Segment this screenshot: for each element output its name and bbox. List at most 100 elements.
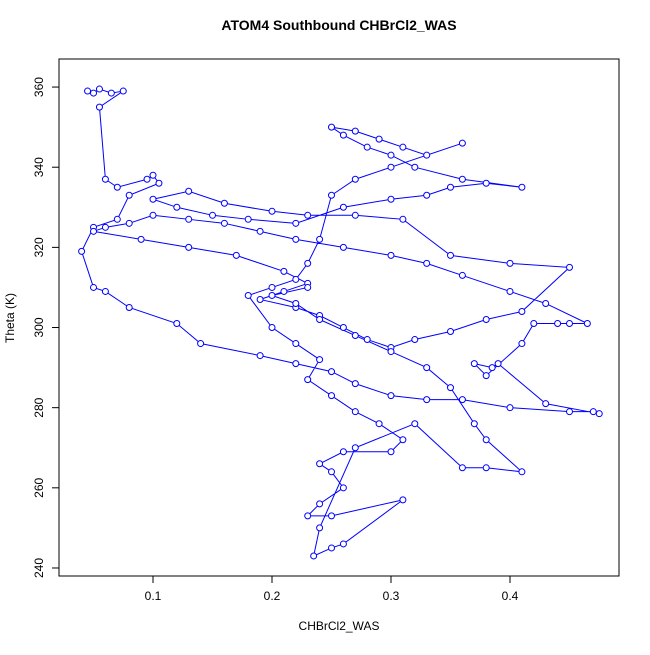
data-point [107,89,115,97]
data-point [351,380,359,388]
data-point [173,203,181,211]
data-point [387,151,395,159]
x-axis-label: CHBrCl2_WAS [299,619,380,633]
data-point [328,468,336,476]
data-point [328,392,336,400]
data-point [310,552,318,560]
data-point [280,267,288,275]
data-point [482,372,490,380]
data-point [149,171,157,179]
data-point [328,123,336,131]
y-tick-label: 360 [32,77,46,97]
data-point [292,360,300,368]
data-point [328,368,336,376]
data-point [363,336,371,344]
data-point [101,175,109,183]
data-point [351,408,359,416]
data-point [268,283,276,291]
data-point [387,163,395,171]
data-point [565,320,573,328]
data-point [387,195,395,203]
data-point [351,127,359,135]
data-point [316,460,324,468]
data-point [339,243,347,251]
data-point [470,360,478,368]
data-point [542,299,550,307]
x-tick-label: 0.3 [383,589,400,603]
data-point [316,500,324,508]
data-point [268,291,276,299]
data-point [482,179,490,187]
data-point [458,139,466,147]
data-point [125,303,133,311]
data-point [220,219,228,227]
data-point [506,259,514,267]
data-point [411,336,419,344]
data-point [423,151,431,159]
data-point [304,211,312,219]
data-point [565,263,573,271]
y-tick-label: 300 [32,317,46,337]
data-point [351,332,359,340]
data-point [458,271,466,279]
data-point [339,484,347,492]
data-point [328,512,336,520]
data-point [256,352,264,360]
data-point [339,448,347,456]
data-point [411,420,419,428]
data-point [423,364,431,372]
data-point [292,299,300,307]
data-point [518,183,526,191]
data-point [197,340,205,348]
data-point [488,364,496,372]
data-point [185,243,193,251]
data-point [447,251,455,259]
data-point [482,436,490,444]
data-point [149,195,157,203]
y-tick-label: 340 [32,157,46,177]
data-point [399,496,407,504]
data-point [173,320,181,328]
data-point [387,251,395,259]
data-point [447,328,455,336]
data-point [447,384,455,392]
data-point [292,219,300,227]
data-point [363,143,371,151]
data-point [185,187,193,195]
data-point [351,211,359,219]
data-point [90,227,98,235]
data-point [316,235,324,243]
data-point [280,287,288,295]
data-point [339,131,347,139]
data-point [155,179,163,187]
data-point [375,135,383,143]
data-point [328,544,336,552]
data-point [458,464,466,472]
data-point [375,420,383,428]
data-point [125,191,133,199]
data-point [95,85,103,93]
data-point [589,408,597,416]
data-point [447,183,455,191]
data-point [554,320,562,328]
data-point [328,191,336,199]
y-tick-label: 260 [32,477,46,497]
data-point [292,340,300,348]
data-point [232,251,240,259]
data-point [149,211,157,219]
data-point [84,87,92,95]
y-tick-label: 240 [32,558,46,578]
data-point [423,191,431,199]
data-point [482,464,490,472]
data-point [244,291,252,299]
data-point [78,247,86,255]
data-point [268,324,276,332]
data-point [518,340,526,348]
data-point [90,283,98,291]
data-point [339,203,347,211]
data-point [316,356,324,364]
data-point [583,320,591,328]
data-point [458,396,466,404]
data-point [143,175,151,183]
